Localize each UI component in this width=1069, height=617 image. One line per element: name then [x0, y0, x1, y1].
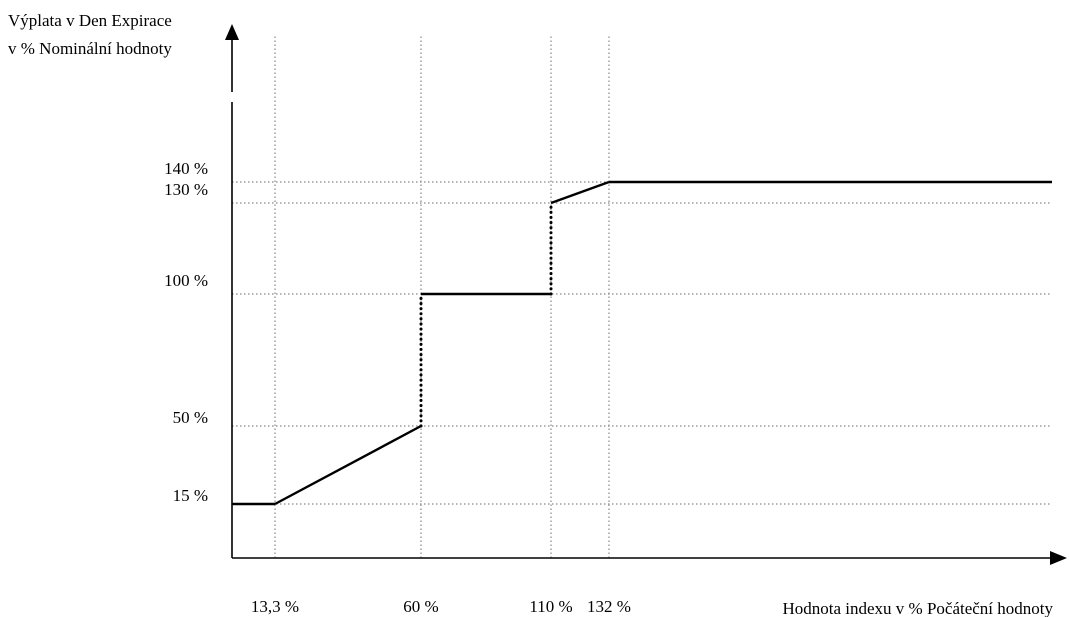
tick-labels: 13,3 % 60 % 110 % 132 % 15 % 50 % 100 % 130 % 14…	[164, 159, 631, 616]
y-tick-label: 15 %	[173, 486, 208, 505]
axes	[225, 24, 1067, 565]
x-axis-label: Hodnota indexu v % Počáteční hodnoty	[782, 599, 1053, 617]
x-axis-arrow-icon	[1050, 551, 1067, 565]
x-tick-label: 60 %	[403, 597, 438, 616]
y-tick-label: 100 %	[164, 271, 208, 290]
x-tick-label: 132 %	[587, 597, 631, 616]
payoff-series	[232, 180, 1052, 506]
y-tick-label: 130 %	[164, 180, 208, 199]
y-tick-label: 50 %	[173, 408, 208, 427]
grid-lines	[232, 36, 1052, 558]
payoff-line-segment	[274, 424, 422, 506]
x-tick-label: 13,3 %	[251, 597, 299, 616]
y-axis-arrow-icon	[225, 24, 239, 40]
y-axis-label-line-1: Výplata v Den Expirace	[8, 11, 172, 30]
y-axis-label-line-2: v % Nominální hodnoty	[8, 39, 172, 58]
y-tick-label: 140 %	[164, 159, 208, 178]
x-tick-label: 110 %	[529, 597, 572, 616]
axis-labels: Výplata v Den Expirace v % Nominální hod…	[8, 11, 1053, 617]
payoff-line-segment	[550, 180, 610, 205]
